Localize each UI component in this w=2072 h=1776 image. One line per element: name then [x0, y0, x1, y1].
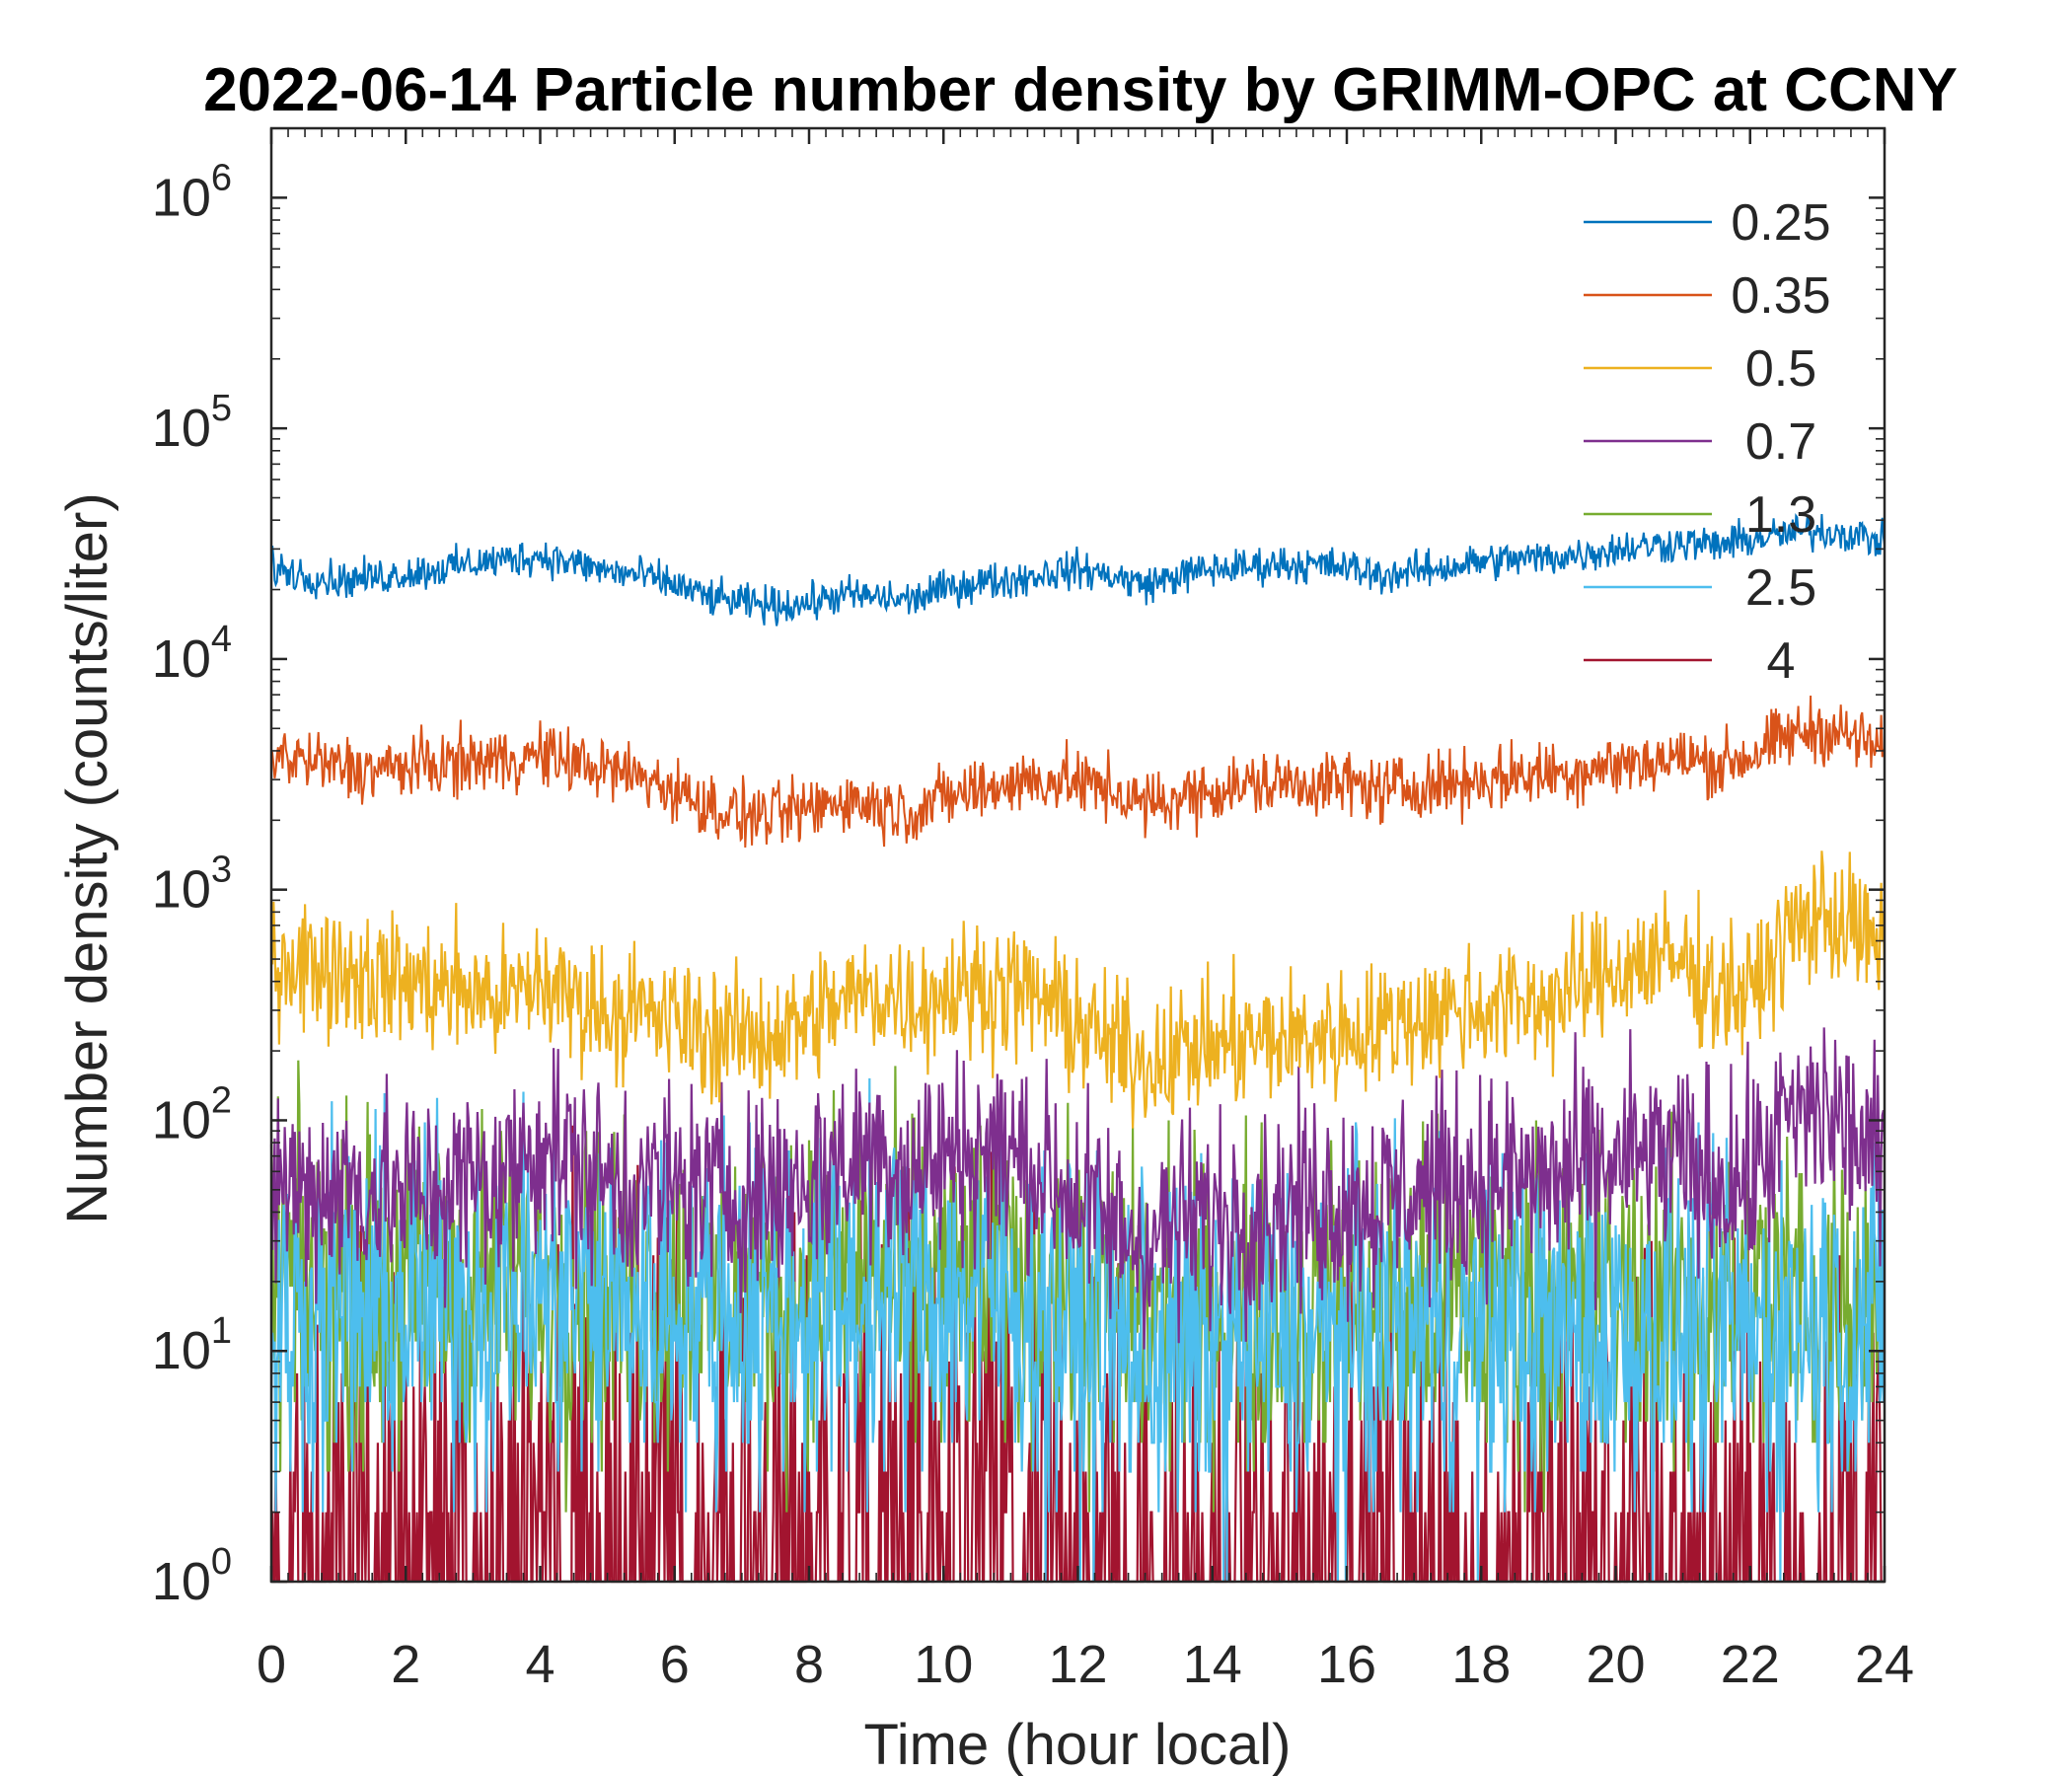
y-axis-label: Number density (counts/liter): [55, 492, 119, 1223]
x-tick-label: 0: [257, 1635, 286, 1694]
legend-label: 0.5: [1745, 340, 1816, 398]
series-line-0.7: [269, 1027, 1887, 1350]
x-tick-label: 10: [914, 1635, 973, 1694]
x-axis-label: Time (hour local): [864, 1713, 1292, 1776]
y-tick-label: 104: [152, 619, 232, 689]
legend-label: 0.25: [1731, 194, 1830, 252]
plot-series: [269, 513, 1887, 1584]
x-tick-label: 14: [1183, 1635, 1242, 1694]
x-tick-label: 18: [1451, 1635, 1511, 1694]
x-tick-label: 8: [794, 1635, 824, 1694]
legend-label: 4: [1767, 632, 1796, 690]
x-tick-label: 24: [1855, 1635, 1914, 1694]
legend-label: 1.3: [1745, 486, 1816, 544]
x-tick-label: 12: [1048, 1635, 1107, 1694]
legend-label: 0.35: [1731, 267, 1830, 325]
legend-label: 0.7: [1745, 413, 1816, 471]
x-tick-label: 20: [1586, 1635, 1645, 1694]
series-line-0.35: [270, 695, 1886, 849]
x-tick-label: 4: [525, 1635, 555, 1694]
y-tick-label: 100: [152, 1541, 232, 1611]
series-line-0.25: [270, 513, 1886, 627]
y-tick-label: 102: [152, 1079, 232, 1149]
legend: 0.25 0.35 0.5 0.7 1.3 2.5 4: [1584, 194, 1831, 690]
chart-title: 2022-06-14 Particle number density by GR…: [203, 56, 1958, 124]
y-tick-label: 105: [152, 388, 232, 458]
y-tick-label: 101: [152, 1310, 232, 1380]
legend-label: 2.5: [1745, 559, 1816, 617]
x-axis: 0 2 4 6 8 10 12 14 16 18 20 22 24: [257, 128, 1914, 1694]
x-tick-label: 6: [660, 1635, 690, 1694]
x-tick-label: 22: [1721, 1635, 1780, 1694]
x-tick-label: 2: [391, 1635, 420, 1694]
x-tick-label: 16: [1317, 1635, 1376, 1694]
y-tick-label: 106: [152, 157, 232, 227]
series-line-0.5: [269, 851, 1887, 1129]
y-tick-label: 103: [152, 850, 232, 920]
